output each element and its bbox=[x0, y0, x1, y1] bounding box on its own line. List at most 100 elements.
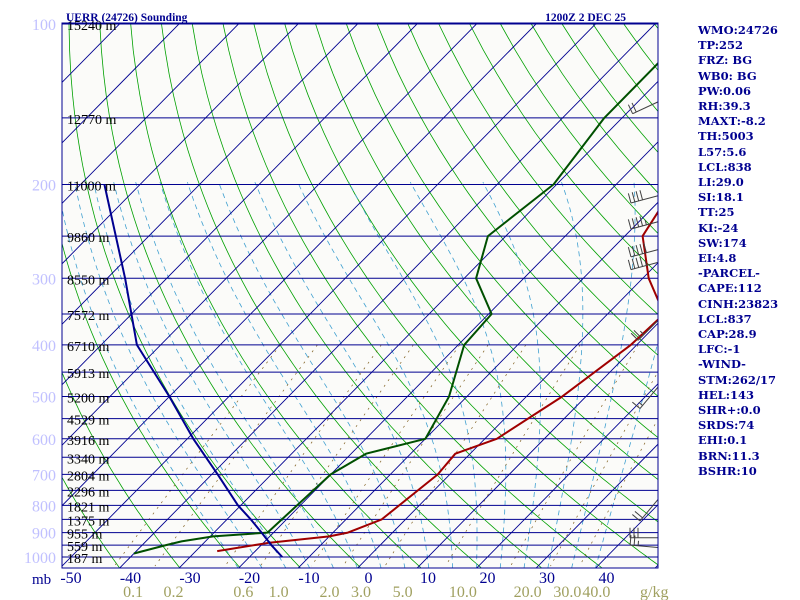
pressure-unit-label: mb bbox=[32, 572, 51, 588]
height-label: 3916 m bbox=[67, 434, 110, 449]
wind-barb bbox=[627, 216, 659, 230]
mixing-ratio-line bbox=[510, 344, 639, 567]
index-entry: SI:18.1 bbox=[698, 190, 744, 205]
index-entry: CAP:28.9 bbox=[698, 327, 757, 342]
mixing-ratio-label: 40.0 bbox=[582, 584, 610, 600]
temperature-tick-label: -10 bbox=[298, 570, 319, 587]
temperature-tick-label: -20 bbox=[239, 570, 260, 587]
index-entry: STM:262/17 bbox=[698, 372, 777, 387]
mixing-ratio-label: 2.0 bbox=[319, 584, 339, 600]
index-entry: LFC:-1 bbox=[698, 342, 741, 357]
pressure-tick-label: 200 bbox=[32, 177, 56, 194]
mixing-ratio-label: 3.0 bbox=[351, 584, 371, 600]
index-entry: SHR+:0.0 bbox=[698, 403, 761, 418]
index-entry: L57:5.6 bbox=[698, 144, 747, 159]
dry-adiabat bbox=[62, 241, 241, 568]
isotherm bbox=[178, 80, 658, 568]
dry-adiabat bbox=[346, 23, 658, 439]
index-entry: KI:-24 bbox=[698, 220, 739, 235]
isotherm bbox=[62, 23, 538, 507]
pressure-tick-label: 800 bbox=[32, 498, 56, 515]
wind-barb bbox=[632, 499, 659, 522]
mixing-ratio-line bbox=[445, 344, 581, 567]
index-entry: BRN:11.3 bbox=[698, 448, 760, 463]
pressure-tick-label: 500 bbox=[32, 390, 56, 407]
mixing-ratio-line bbox=[154, 344, 318, 567]
height-label: 8550 m bbox=[67, 273, 110, 288]
mixing-ratio-label: 1.0 bbox=[269, 584, 289, 600]
mixing-ratio-unit-label: g/kg bbox=[640, 584, 668, 600]
isotherm bbox=[62, 23, 241, 204]
mixing-ratio-label: 30.0 bbox=[553, 584, 581, 600]
index-entry: LCL:838 bbox=[698, 159, 752, 174]
height-label: 187 m bbox=[67, 552, 103, 567]
height-label: 1375 m bbox=[67, 514, 110, 529]
isotherm bbox=[535, 443, 658, 568]
dry-adiabat bbox=[130, 23, 422, 568]
mixing-ratio-line bbox=[114, 344, 281, 567]
isotherm bbox=[62, 23, 598, 567]
index-entry: WB0: BG bbox=[698, 68, 757, 83]
pressure-tick-label: 100 bbox=[32, 17, 56, 34]
temperature-tick-label: 10 bbox=[420, 570, 436, 587]
isotherm bbox=[62, 23, 300, 265]
station-title: UERR (24726) Sounding bbox=[66, 12, 188, 24]
wind-barb bbox=[629, 535, 659, 549]
dry-adiabat bbox=[315, 23, 658, 481]
height-label: 6710 m bbox=[67, 340, 110, 355]
moist-adiabat bbox=[93, 182, 287, 568]
mixing-ratio-label: 5.0 bbox=[393, 584, 413, 600]
dry-adiabat bbox=[376, 23, 658, 397]
isotherm bbox=[357, 262, 658, 568]
moist-adiabat bbox=[482, 181, 541, 568]
valid-time: 1200Z 2 DEC 25 bbox=[545, 12, 626, 24]
stability-indices-panel: WMO:24726 TP:252 FRZ: BG WB0: BG PW:0.06 RH:3… bbox=[698, 23, 798, 479]
wind-barb bbox=[630, 320, 659, 341]
isotherm bbox=[62, 23, 360, 325]
index-entry: LI:29.0 bbox=[698, 175, 744, 190]
pressure-tick-label: 300 bbox=[32, 271, 56, 288]
mixing-ratio-label: 0.2 bbox=[164, 584, 184, 600]
index-entry: -WIND- bbox=[698, 357, 746, 372]
height-label: 11000 m bbox=[67, 179, 116, 194]
isotherm bbox=[62, 23, 419, 386]
dry-adiabat bbox=[62, 476, 120, 568]
moist-adiabat bbox=[409, 181, 507, 568]
temperature-tick-label: 20 bbox=[480, 570, 496, 587]
height-label: 1821 m bbox=[67, 500, 110, 515]
wind-barb bbox=[627, 256, 659, 271]
index-entry: EI:4.8 bbox=[698, 251, 737, 266]
height-label: 3340 m bbox=[67, 452, 110, 467]
wind-barb bbox=[627, 101, 659, 115]
pressure-tick-label: 1000 bbox=[24, 550, 56, 567]
index-entry: BSHR:10 bbox=[698, 463, 757, 478]
dry-adiabat bbox=[222, 23, 603, 568]
isotherm bbox=[416, 322, 658, 568]
height-label: 5913 m bbox=[67, 367, 110, 382]
index-entry: SW:174 bbox=[698, 235, 747, 250]
isotherm bbox=[62, 23, 181, 144]
dry-adiabat bbox=[469, 23, 658, 275]
isotherm bbox=[476, 383, 658, 568]
dry-adiabat bbox=[191, 23, 542, 568]
index-entry: CAPE:112 bbox=[698, 281, 762, 296]
temperature-tick-label: -30 bbox=[179, 570, 200, 587]
index-entry: HEL:143 bbox=[698, 387, 754, 402]
moist-adiabat bbox=[113, 182, 311, 568]
dewpoint-profile bbox=[133, 61, 658, 555]
height-label: 2296 m bbox=[67, 485, 110, 500]
dry-adiabat bbox=[62, 371, 181, 568]
index-entry: MAXT:-8.2 bbox=[698, 114, 766, 129]
mixing-ratio-label: 0.6 bbox=[233, 584, 253, 600]
pressure-tick-label: 400 bbox=[32, 338, 56, 355]
index-entry: RH:39.3 bbox=[698, 99, 751, 114]
index-entry: TH:5003 bbox=[698, 129, 754, 144]
pressure-tick-label: 600 bbox=[32, 432, 56, 449]
pressure-tick-label: 700 bbox=[32, 467, 56, 484]
height-label: 12770 m bbox=[67, 113, 117, 128]
dry-adiabat bbox=[68, 23, 301, 568]
pressure-tick-label: 900 bbox=[32, 526, 56, 543]
moist-adiabat bbox=[159, 181, 358, 568]
dry-adiabat bbox=[99, 23, 361, 568]
